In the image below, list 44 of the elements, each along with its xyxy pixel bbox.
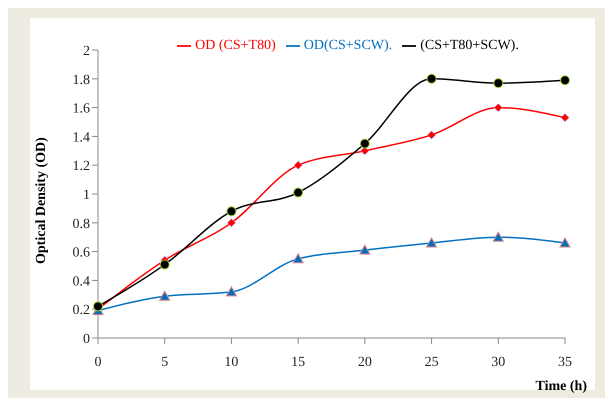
- point: [159, 290, 170, 301]
- point: [227, 218, 236, 228]
- point: [560, 113, 570, 122]
- x-tick-label: 5: [161, 354, 168, 370]
- y-tick-label: 0.4: [72, 274, 90, 290]
- point: [494, 103, 503, 112]
- y-tick-label: 0: [83, 332, 90, 347]
- point: [426, 74, 437, 84]
- x-axis-title: Time (h): [536, 379, 588, 394]
- y-tick-label: 0.2: [72, 303, 90, 318]
- point: [427, 130, 436, 140]
- point: [493, 78, 504, 88]
- point: [359, 244, 370, 255]
- x-tick-label: 30: [491, 354, 506, 370]
- y-tick-label: 1.8: [72, 72, 90, 88]
- y-tick-label: 1: [83, 188, 90, 203]
- legend-label: OD(CS+SCW).: [304, 38, 392, 53]
- point: [360, 138, 370, 149]
- point: [294, 160, 302, 170]
- legend-label: (CS+T80+SCW).: [420, 38, 519, 53]
- point: [292, 253, 304, 264]
- point: [293, 188, 304, 198]
- x-tick-label: 0: [94, 354, 102, 370]
- point: [560, 75, 570, 86]
- point: [93, 301, 103, 312]
- x-tick-label: 15: [291, 354, 306, 370]
- point: [160, 260, 170, 270]
- x-tick-label: 10: [224, 354, 238, 370]
- y-tick-label: 0.6: [72, 246, 90, 261]
- y-tick-label: 1.2: [72, 159, 90, 174]
- y-tick-label: 0.8: [72, 216, 90, 232]
- x-tick-label: 35: [558, 354, 572, 370]
- point: [560, 237, 570, 248]
- point: [426, 237, 438, 248]
- x-tick-label: 25: [424, 354, 439, 370]
- x-tick-label: 20: [358, 354, 372, 370]
- legend-label: OD (CS+T80): [195, 38, 276, 53]
- y-tick-label: 1.4: [72, 130, 90, 146]
- point: [226, 286, 237, 296]
- y-axis-title: Optical Density (OD): [34, 136, 49, 264]
- point: [492, 232, 504, 242]
- point: [226, 206, 236, 216]
- y-tick-label: 1.6: [72, 102, 90, 117]
- y-tick-label: 2: [83, 44, 90, 59]
